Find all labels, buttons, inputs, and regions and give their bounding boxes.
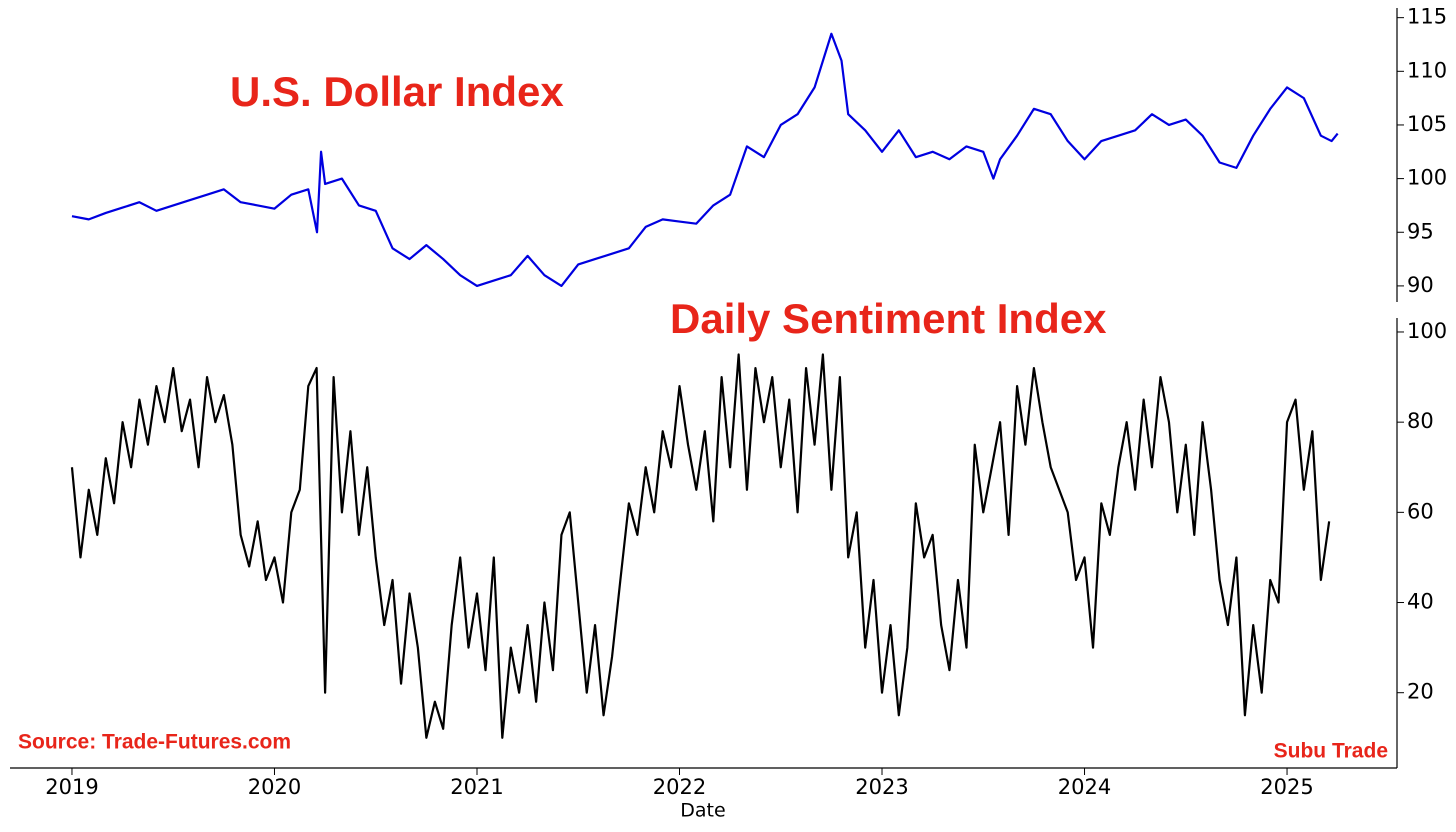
y-tick-label: 100 [1407, 166, 1447, 190]
x-tick-label: 2019 [45, 775, 98, 799]
y-tick-label: 95 [1407, 219, 1434, 243]
x-tick-label: 2025 [1260, 775, 1313, 799]
x-tick-label: 2020 [248, 775, 301, 799]
y-tick-label: 80 [1407, 409, 1434, 433]
y-tick-label: 115 [1407, 5, 1447, 29]
x-axis-label: Date [680, 800, 725, 822]
panel-title: U.S. Dollar Index [230, 68, 564, 115]
credit-note: Subu Trade [1274, 740, 1388, 763]
y-tick-label: 100 [1407, 319, 1447, 343]
y-tick-label: 105 [1407, 112, 1447, 136]
y-tick-label: 20 [1407, 680, 1434, 704]
y-tick-label: 60 [1407, 499, 1434, 523]
data-line [71, 32, 1339, 288]
x-tick-label: 2022 [653, 775, 706, 799]
y-tick-label: 110 [1407, 58, 1447, 82]
x-tick-label: 2023 [855, 775, 908, 799]
panel-title: Daily Sentiment Index [670, 295, 1107, 342]
x-tick-label: 2024 [1058, 775, 1111, 799]
data-line [70, 353, 1331, 739]
source-note: Source: Trade-Futures.com [18, 731, 291, 754]
y-tick-label: 90 [1407, 273, 1434, 297]
x-tick-label: 2021 [450, 775, 503, 799]
y-tick-label: 40 [1407, 590, 1434, 614]
